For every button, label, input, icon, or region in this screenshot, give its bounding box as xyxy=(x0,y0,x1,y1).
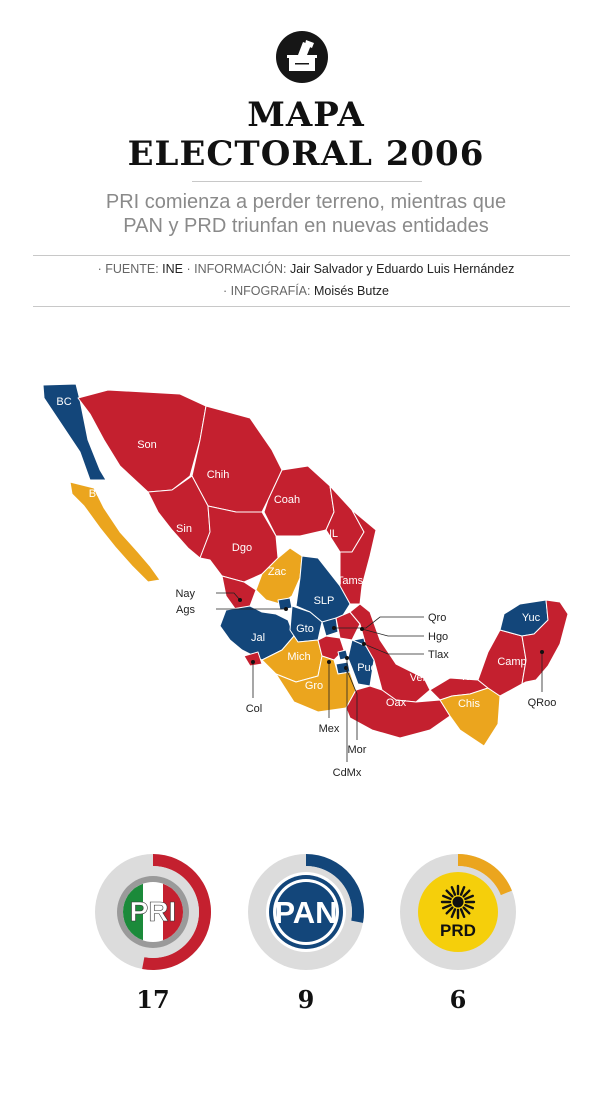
state-region-chih[interactable] xyxy=(191,405,283,513)
state-region-slp[interactable] xyxy=(295,555,351,623)
state-label-bcs: BCS xyxy=(89,488,112,500)
prd-count: 6 xyxy=(449,985,467,1014)
state-region-dgo[interactable] xyxy=(199,505,279,583)
state-label-jal: Jal xyxy=(251,632,265,644)
svg-text:PRI: PRI xyxy=(130,896,177,927)
leader-dot-qroo xyxy=(540,650,544,654)
state-label-slp: SLP xyxy=(314,595,335,607)
state-label-yuc: Yuc xyxy=(522,612,541,624)
svg-text:PAN: PAN xyxy=(274,895,337,930)
credits-top-divider xyxy=(33,255,570,256)
state-region-coah[interactable] xyxy=(263,465,335,537)
ballot-box-icon xyxy=(276,31,328,83)
leader-dot-qro xyxy=(332,626,336,630)
leader-dot-col xyxy=(251,660,255,664)
infografia-label: · INFOGRAFÍA: xyxy=(222,284,311,298)
pri-logo-icon: PRI xyxy=(117,876,189,948)
state-region-hgo[interactable] xyxy=(335,611,361,641)
leader-dot-nay xyxy=(238,598,242,602)
leader-dot-hgo xyxy=(360,627,364,631)
leader-line-mor xyxy=(345,667,358,740)
informacion-value: Jair Salvador y Eduardo Luis Hernández xyxy=(289,262,515,276)
leader-dot-tlax xyxy=(362,642,366,646)
state-label-qroo: QRoo xyxy=(528,697,557,709)
state-region-bcs[interactable] xyxy=(69,481,161,583)
state-label-cdmx: CdMx xyxy=(333,767,362,779)
state-label-dgo: Dgo xyxy=(232,542,252,554)
pan-logo-icon: PAN xyxy=(266,872,346,952)
subtitle-line-2: PAN y PRD triunfan en nuevas entidades xyxy=(123,215,489,237)
fuente-value: INE xyxy=(162,262,184,276)
prd-share-arc xyxy=(458,854,512,896)
state-region-zac[interactable] xyxy=(255,547,303,605)
state-label-tlax: Tlax xyxy=(428,649,449,661)
leader-line-tlax xyxy=(363,643,424,655)
pri-count: 17 xyxy=(136,985,170,1014)
informacion-label: · INFORMACIÓN: xyxy=(186,262,287,276)
state-label-ver: Ver xyxy=(410,672,427,684)
state-label-coah: Coah xyxy=(274,494,300,506)
state-label-tams: Tams xyxy=(337,575,364,587)
state-label-oax: Oax xyxy=(386,697,407,709)
pan-count: 9 xyxy=(297,985,315,1014)
state-label-mex: Mex xyxy=(319,723,340,735)
subtitle-line-1: PRI comienza a perder terreno, mientras … xyxy=(105,191,507,213)
leader-dot-ags xyxy=(284,607,288,611)
leader-dot-mex xyxy=(327,660,331,664)
state-label-hgo: Hgo xyxy=(428,631,448,643)
prd-logo-icon: PRD xyxy=(418,872,498,952)
state-label-ags: Ags xyxy=(176,604,195,616)
state-label-chis: Chis xyxy=(458,698,481,710)
state-label-sin: Sin xyxy=(176,523,192,535)
infografia-value: Moisés Butze xyxy=(313,284,389,298)
pri-share-arc xyxy=(142,854,212,970)
state-label-zac: Zac xyxy=(268,566,287,578)
results-donuts: PRI PAN PRD xyxy=(95,854,516,970)
state-label-bc: BC xyxy=(56,396,71,408)
state-region-qro[interactable] xyxy=(321,617,339,637)
state-region-col[interactable] xyxy=(243,651,263,667)
state-label-col: Col xyxy=(246,703,263,715)
title-line-2: ELECTORAL 2006 xyxy=(127,134,485,174)
state-region-qroo[interactable] xyxy=(521,599,569,685)
state-label-gto: Gto xyxy=(296,623,314,635)
state-label-son: Son xyxy=(137,439,157,451)
state-label-camp: Camp xyxy=(497,656,526,668)
leader-line-nay xyxy=(216,592,241,601)
state-region-gro[interactable] xyxy=(275,655,357,713)
svg-text:PRD: PRD xyxy=(440,921,476,940)
fuente-label: · FUENTE: xyxy=(97,262,159,276)
state-label-gro: Gro xyxy=(305,680,323,692)
credits-line-2: · INFOGRAFÍA: Moisés Butze xyxy=(0,280,612,302)
state-region-son[interactable] xyxy=(77,389,207,493)
state-label-mor: Mor xyxy=(348,744,367,756)
state-label-nl: NL xyxy=(324,528,338,540)
state-label-mich: Mich xyxy=(287,651,310,663)
credits-bottom-divider xyxy=(33,306,570,307)
state-label-nay: Nay xyxy=(175,588,195,600)
state-label-qro: Qro xyxy=(428,612,446,624)
state-label-chih: Chih xyxy=(207,469,230,481)
state-label-tab: Tab xyxy=(460,671,478,683)
pan-share-arc xyxy=(306,854,365,923)
title-divider xyxy=(192,181,422,182)
state-region-chis[interactable] xyxy=(439,687,501,747)
state-region-bc[interactable] xyxy=(42,383,107,481)
leader-line-hgo xyxy=(361,628,424,637)
title-line-1: MAPA xyxy=(247,95,365,135)
leader-line-qro xyxy=(334,616,424,629)
leader-dot-cdmx xyxy=(345,656,349,660)
state-label-pue: Pue xyxy=(357,662,377,674)
credits-line-1: · FUENTE: INE · INFORMACIÓN: Jair Salvad… xyxy=(0,258,612,280)
